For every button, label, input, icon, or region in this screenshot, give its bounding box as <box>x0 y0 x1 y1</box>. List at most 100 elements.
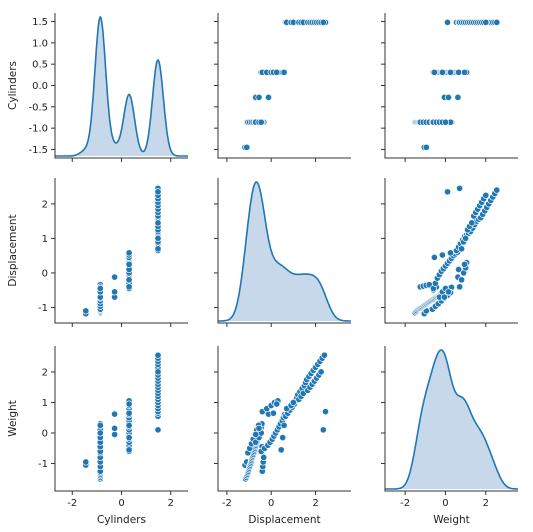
scatter-point <box>444 93 453 101</box>
scatter-point <box>260 453 268 461</box>
scatter-point <box>252 430 260 439</box>
scatter-point <box>154 368 162 376</box>
scatter-point <box>111 424 119 432</box>
x-tick-label: -2 <box>222 498 232 509</box>
y-axis-label-displacement: Displacement <box>7 214 19 286</box>
scatter-point <box>125 283 133 291</box>
scatter-point <box>468 219 476 227</box>
axis-spines <box>54 178 188 324</box>
scatter-point <box>154 351 162 359</box>
scatter-point <box>438 251 446 259</box>
scatter-point <box>125 400 133 408</box>
scatter-point <box>320 351 328 359</box>
axis-spines <box>54 13 188 159</box>
scatter-point <box>482 18 490 26</box>
scatter-point <box>82 458 90 466</box>
scatter-point <box>255 93 263 101</box>
y-tick-label: -1 <box>38 459 48 470</box>
scatter-point <box>461 260 469 268</box>
panel-displacement-vs-weight <box>381 178 518 327</box>
scatter-point <box>111 288 119 296</box>
y-tick-label: 0.5 <box>32 60 48 71</box>
scatter-point <box>82 307 90 315</box>
axis-spines <box>54 346 188 492</box>
scatter-point <box>458 245 466 253</box>
scatter-point <box>111 273 119 281</box>
x-tick-label: 0 <box>442 498 448 509</box>
scatter-point <box>280 421 288 429</box>
x-tick-label: 2 <box>312 498 318 509</box>
x-tick-label: -2 <box>67 498 77 509</box>
scatter-point <box>273 68 281 76</box>
scatter-point <box>280 68 288 76</box>
scatter-point <box>111 430 119 439</box>
y-tick-label: 0 <box>42 429 48 440</box>
x-axis-label-cylinders: Cylinders <box>97 514 146 526</box>
scatter-point <box>154 426 162 434</box>
scatter-point <box>446 68 455 76</box>
scatter-point <box>430 68 438 76</box>
kde-area-displacement <box>218 182 351 321</box>
scatter-point <box>257 118 265 126</box>
scatter-point <box>273 400 281 408</box>
y-axis-label-weight: Weight <box>7 400 19 437</box>
y-tick-label: 1.5 <box>32 17 48 28</box>
scatter-point <box>279 434 287 442</box>
scatter-point <box>125 249 133 257</box>
scatter-point <box>454 93 462 101</box>
axis-spines <box>384 346 518 492</box>
scatter-point <box>317 368 325 376</box>
scatter-point <box>443 18 452 26</box>
scatter-point <box>462 234 470 242</box>
scatter-point <box>493 18 501 26</box>
scatter-point <box>446 249 455 257</box>
scatter-point <box>125 260 133 268</box>
scatter-point <box>269 409 277 417</box>
panel-cylinders-vs-cylinders <box>51 13 188 162</box>
scatter-point <box>438 68 446 76</box>
kde-area-cylinders <box>55 17 188 156</box>
x-axis-label-displacement: Displacement <box>248 514 320 526</box>
scatter-point <box>441 118 450 126</box>
scatter-point <box>444 288 453 296</box>
scatter-point <box>125 421 133 429</box>
y-tick-label: 1 <box>42 398 48 409</box>
scatter-point <box>96 421 104 429</box>
panel-weight-vs-weight <box>381 346 518 495</box>
panel-weight-vs-displacement <box>214 346 351 495</box>
y-axis-label-cylinders: Cylinders <box>7 61 19 110</box>
panel-cylinders-vs-displacement <box>214 13 351 162</box>
y-tick-label: 0.0 <box>32 81 48 92</box>
y-tick-label: 1 <box>42 234 48 245</box>
x-tick-label: 2 <box>168 498 174 509</box>
panel-displacement-vs-cylinders <box>51 178 188 327</box>
scatter-point <box>125 276 133 284</box>
y-tick-label: -1 <box>38 303 48 314</box>
scatter-point <box>482 191 490 199</box>
scatter-point <box>243 143 251 151</box>
scatter-point <box>319 18 327 26</box>
scatter-point <box>321 408 330 416</box>
scatter-point <box>422 143 430 151</box>
axis-spines <box>384 178 518 324</box>
scatter-point <box>255 424 263 432</box>
scatter-point <box>111 410 119 418</box>
scatter-point <box>125 409 133 417</box>
y-tick-label: -0.5 <box>28 102 48 113</box>
scatter-point <box>154 219 162 227</box>
axis-spines <box>384 13 518 159</box>
scatter-point <box>456 283 464 291</box>
scatter-point <box>455 68 463 76</box>
scatter-point <box>154 188 162 196</box>
scatter-point <box>456 184 464 192</box>
scatter-point <box>440 293 448 301</box>
kde-line-weight <box>385 349 518 490</box>
x-tick-label: 2 <box>483 498 489 509</box>
x-tick-label: 0 <box>268 498 274 509</box>
scatter-point <box>96 284 104 293</box>
y-tick-label: 0 <box>42 268 48 279</box>
scatter-point <box>443 188 452 196</box>
y-tick-label: -1.5 <box>28 145 48 156</box>
scatter-point <box>493 186 501 194</box>
